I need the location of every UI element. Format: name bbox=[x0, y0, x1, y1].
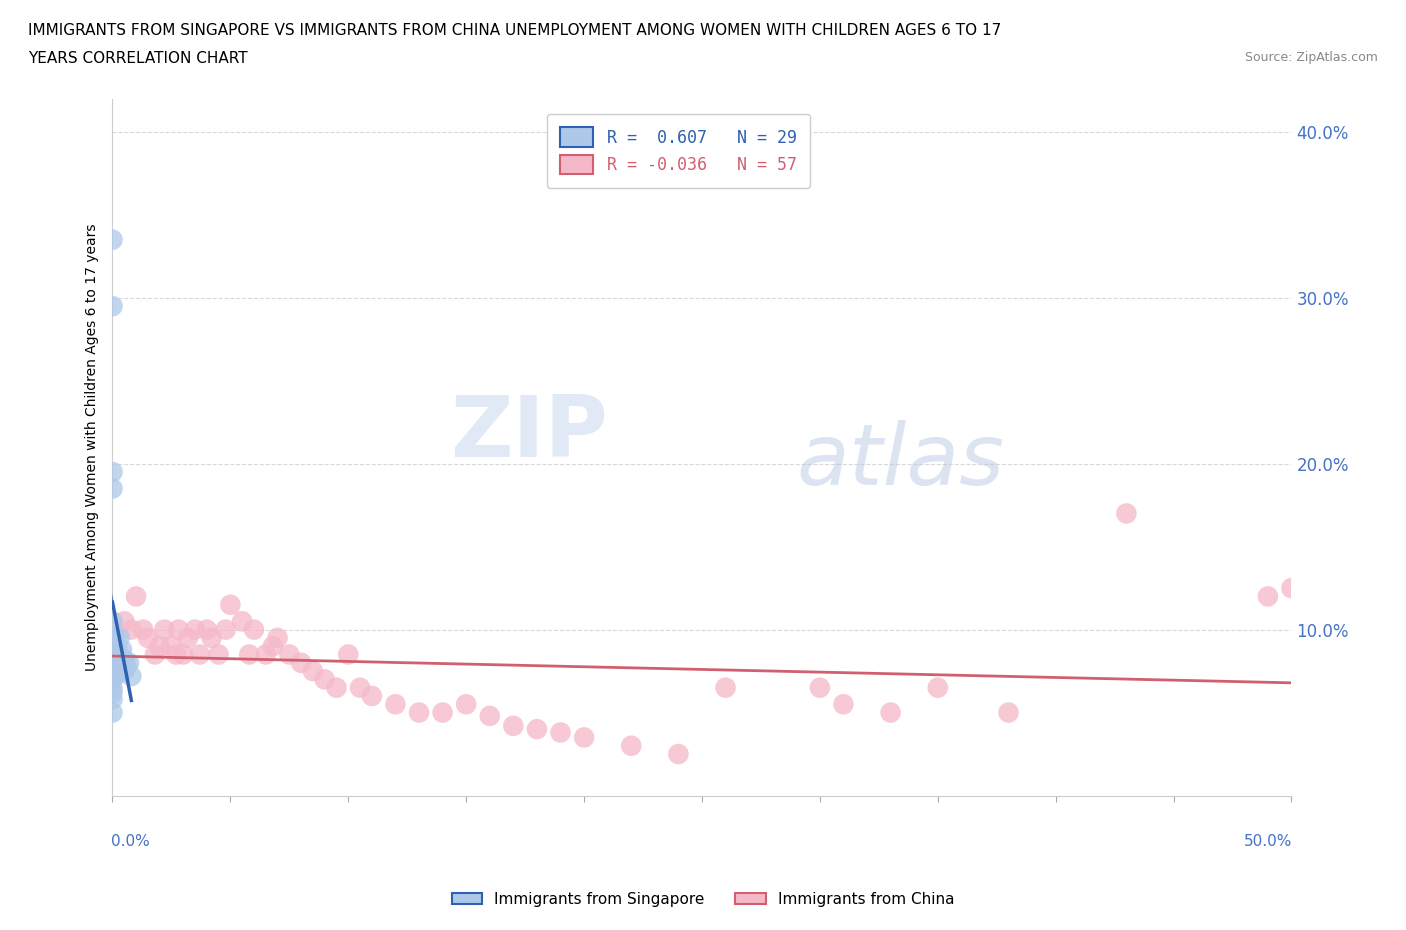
Point bbox=[101, 642, 124, 657]
Point bbox=[165, 647, 187, 662]
Point bbox=[112, 664, 135, 679]
Point bbox=[668, 747, 690, 762]
Point bbox=[997, 705, 1019, 720]
Point bbox=[118, 656, 141, 671]
Point bbox=[478, 709, 501, 724]
Point bbox=[714, 680, 737, 695]
Point bbox=[360, 688, 382, 703]
Point bbox=[101, 692, 124, 707]
Point bbox=[808, 680, 831, 695]
Point bbox=[104, 631, 127, 645]
Point bbox=[349, 680, 371, 695]
Point bbox=[101, 647, 124, 662]
Point bbox=[132, 622, 155, 637]
Point bbox=[290, 656, 312, 671]
Point bbox=[108, 664, 131, 679]
Point bbox=[219, 597, 242, 612]
Point bbox=[120, 622, 142, 637]
Point bbox=[101, 672, 124, 687]
Text: YEARS CORRELATION CHART: YEARS CORRELATION CHART bbox=[28, 51, 247, 66]
Point bbox=[337, 647, 360, 662]
Point bbox=[243, 622, 266, 637]
Point bbox=[262, 639, 284, 654]
Point bbox=[101, 299, 124, 313]
Point bbox=[160, 639, 183, 654]
Legend: Immigrants from Singapore, Immigrants from China: Immigrants from Singapore, Immigrants fr… bbox=[446, 886, 960, 913]
Point bbox=[101, 667, 124, 682]
Point bbox=[108, 631, 131, 645]
Point bbox=[105, 667, 128, 682]
Point bbox=[167, 622, 190, 637]
Point bbox=[207, 647, 229, 662]
Point bbox=[188, 647, 211, 662]
Point bbox=[550, 725, 572, 740]
Text: atlas: atlas bbox=[796, 419, 1004, 502]
Point bbox=[101, 631, 124, 645]
Point bbox=[101, 705, 124, 720]
Point bbox=[314, 672, 336, 687]
Point bbox=[408, 705, 430, 720]
Text: Source: ZipAtlas.com: Source: ZipAtlas.com bbox=[1244, 51, 1378, 64]
Point bbox=[101, 622, 124, 637]
Point bbox=[101, 465, 124, 480]
Point bbox=[1281, 580, 1303, 595]
Point bbox=[112, 652, 135, 667]
Point bbox=[278, 647, 301, 662]
Point bbox=[184, 622, 207, 637]
Point bbox=[101, 232, 124, 247]
Point bbox=[1257, 589, 1279, 604]
Point bbox=[200, 631, 222, 645]
Point bbox=[115, 658, 138, 673]
Point bbox=[879, 705, 901, 720]
Point bbox=[111, 658, 134, 673]
Point bbox=[101, 680, 124, 695]
Point bbox=[266, 631, 288, 645]
Point bbox=[384, 697, 406, 711]
Point bbox=[112, 614, 135, 629]
Y-axis label: Unemployment Among Women with Children Ages 6 to 17 years: Unemployment Among Women with Children A… bbox=[86, 223, 100, 671]
Point bbox=[302, 664, 325, 679]
Point bbox=[832, 697, 855, 711]
Point bbox=[432, 705, 454, 720]
Text: 50.0%: 50.0% bbox=[1244, 834, 1292, 849]
Point bbox=[620, 738, 643, 753]
Point bbox=[231, 614, 253, 629]
Point bbox=[101, 614, 124, 629]
Point bbox=[177, 631, 200, 645]
Point bbox=[172, 647, 194, 662]
Point bbox=[108, 652, 131, 667]
Point bbox=[254, 647, 277, 662]
Legend: R =  0.607   N = 29, R = -0.036   N = 57: R = 0.607 N = 29, R = -0.036 N = 57 bbox=[547, 114, 810, 188]
Point bbox=[325, 680, 347, 695]
Point bbox=[502, 718, 524, 733]
Text: 0.0%: 0.0% bbox=[111, 834, 150, 849]
Point bbox=[104, 652, 127, 667]
Point bbox=[927, 680, 949, 695]
Point bbox=[456, 697, 478, 711]
Point bbox=[238, 647, 260, 662]
Point bbox=[105, 642, 128, 657]
Point bbox=[111, 642, 134, 657]
Point bbox=[120, 669, 142, 684]
Point bbox=[101, 658, 124, 673]
Point bbox=[101, 652, 124, 667]
Point bbox=[215, 622, 238, 637]
Text: ZIP: ZIP bbox=[450, 392, 607, 474]
Point bbox=[136, 631, 159, 645]
Point bbox=[125, 589, 148, 604]
Point bbox=[101, 481, 124, 496]
Point bbox=[101, 664, 124, 679]
Point bbox=[195, 622, 218, 637]
Point bbox=[143, 647, 166, 662]
Point bbox=[149, 639, 172, 654]
Text: IMMIGRANTS FROM SINGAPORE VS IMMIGRANTS FROM CHINA UNEMPLOYMENT AMONG WOMEN WITH: IMMIGRANTS FROM SINGAPORE VS IMMIGRANTS … bbox=[28, 23, 1001, 38]
Point bbox=[526, 722, 548, 737]
Point bbox=[101, 685, 124, 700]
Point bbox=[1115, 506, 1137, 521]
Point bbox=[153, 622, 176, 637]
Point bbox=[572, 730, 595, 745]
